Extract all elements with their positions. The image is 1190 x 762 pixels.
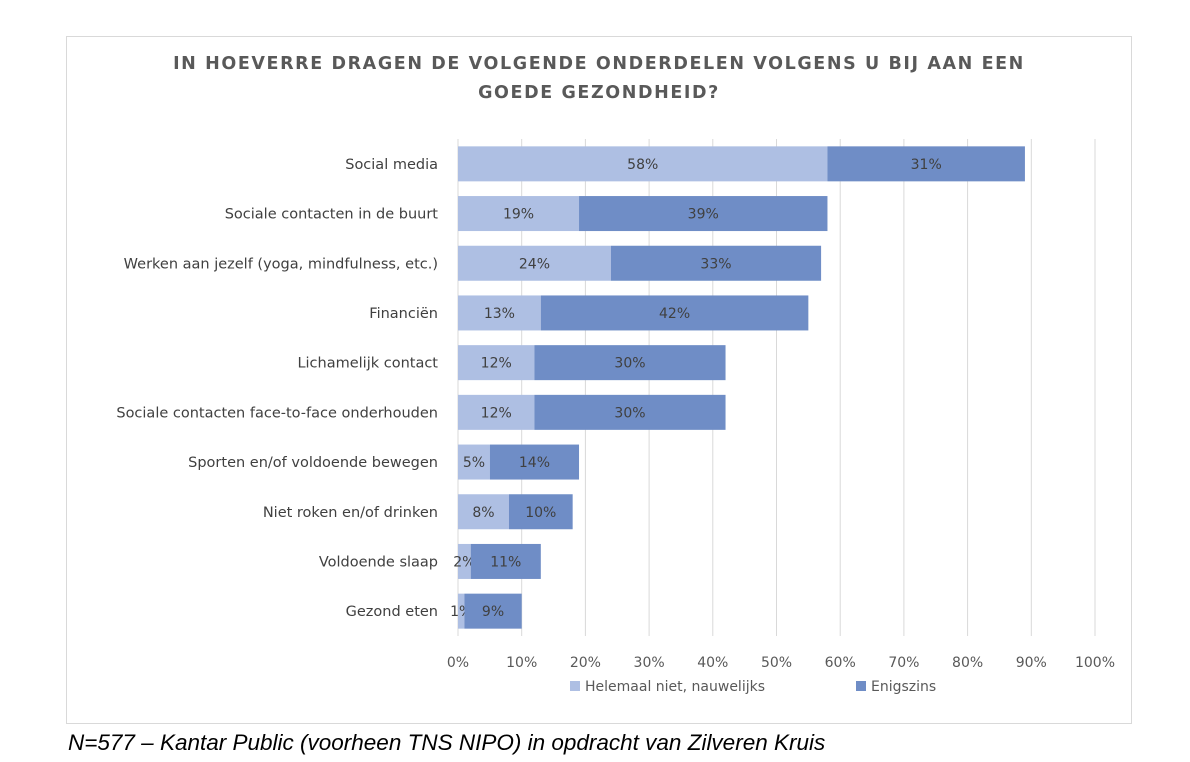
data-label: 12% — [481, 405, 512, 421]
bar-segment — [458, 245, 611, 281]
data-label: 30% — [614, 356, 645, 372]
chart-title-line-2: GOEDE GEZONDHEID? — [478, 83, 720, 103]
data-label: 13% — [484, 306, 515, 322]
data-label: 8% — [472, 505, 494, 521]
bar-segment — [534, 394, 726, 430]
bar-segment — [470, 543, 541, 579]
category-label: Werken aan jezelf (yoga, mindfulness, et… — [124, 256, 438, 272]
legend-label: Helemaal niet, nauwelijks — [585, 679, 765, 695]
category-label: Sporten en/of voldoende bewegen — [188, 455, 438, 471]
category-label: Sociale contacten face-to-face onderhoud… — [116, 405, 438, 421]
category-label: Sociale contacten in de buurt — [225, 207, 439, 223]
category-label: Gezond eten — [346, 604, 438, 620]
bar-segment — [458, 543, 471, 579]
category-label: Social media — [345, 157, 438, 173]
data-label: 5% — [463, 455, 485, 471]
data-label: 58% — [627, 157, 658, 173]
bar-segment — [827, 146, 1025, 182]
legend-swatch — [570, 681, 580, 691]
bar-segment — [458, 394, 535, 430]
x-tick-label: 80% — [952, 655, 983, 671]
bar-segment — [508, 494, 573, 530]
bar-segment — [458, 196, 580, 232]
chart-title: IN HOEVERRE DRAGEN DE VOLGENDE ONDERDELE… — [66, 50, 1132, 108]
data-label: 33% — [700, 256, 731, 272]
legend-swatch — [856, 681, 866, 691]
bar-segment — [458, 593, 465, 629]
stacked-bar-chart: 0% 10% 20% 30% 40% 50% 60% 70% 80% 90% 100% Social … — [116, 139, 1115, 695]
data-label: 30% — [614, 405, 645, 421]
bar-segment — [458, 494, 509, 530]
x-tick-label: 90% — [1016, 655, 1047, 671]
data-label: 9% — [482, 604, 504, 620]
data-label: 31% — [911, 157, 942, 173]
category-label: Niet roken en/of drinken — [263, 505, 438, 521]
data-label: 19% — [503, 207, 534, 223]
data-label: 10% — [525, 505, 556, 521]
category-label: Voldoende slaap — [319, 554, 438, 570]
legend-label: Enigszins — [871, 679, 936, 695]
bar-segment — [464, 593, 522, 629]
bar-segment — [534, 345, 726, 381]
x-tick-label: 10% — [506, 655, 537, 671]
category-label: Financiën — [369, 306, 438, 322]
bar-segment — [458, 444, 490, 480]
data-label: 12% — [481, 356, 512, 372]
data-label: 39% — [688, 207, 719, 223]
data-label: 24% — [519, 256, 550, 272]
x-tick-label: 30% — [634, 655, 665, 671]
x-tick-label: 60% — [825, 655, 856, 671]
x-tick-label: 100% — [1075, 655, 1115, 671]
bar-segment — [458, 295, 541, 331]
data-label: 42% — [659, 306, 690, 322]
bar-segment — [579, 196, 828, 232]
x-tick-label: 50% — [761, 655, 792, 671]
bar-segment — [458, 345, 535, 381]
bar-segment — [489, 444, 580, 480]
x-tick-label: 40% — [697, 655, 728, 671]
x-tick-label: 20% — [570, 655, 601, 671]
category-label: Lichamelijk contact — [297, 356, 438, 372]
data-label: 14% — [519, 455, 550, 471]
bar-segment — [458, 146, 828, 182]
x-tick-label: 0% — [447, 655, 469, 671]
source-caption: N=577 – Kantar Public (voorheen TNS NIPO… — [68, 730, 826, 755]
bar-segment — [610, 245, 822, 281]
x-tick-label: 70% — [888, 655, 919, 671]
data-label: 11% — [490, 554, 521, 570]
data-label: 2% — [453, 554, 475, 570]
chart-title-line-1: IN HOEVERRE DRAGEN DE VOLGENDE ONDERDELE… — [173, 54, 1025, 74]
bar-segment — [540, 295, 809, 331]
